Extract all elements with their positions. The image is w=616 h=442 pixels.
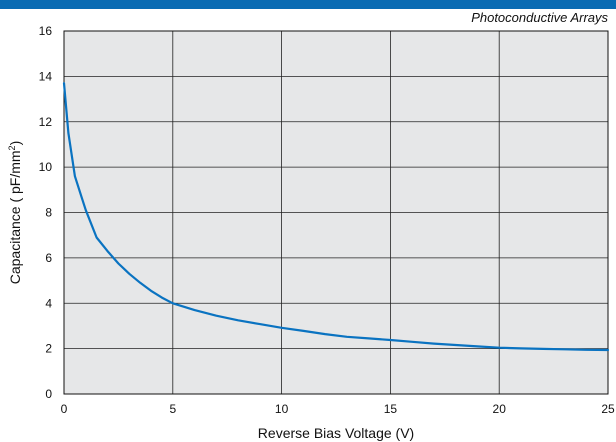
y-tick-label: 6 — [45, 251, 52, 265]
y-tick-label: 8 — [45, 206, 52, 220]
x-tick-label: 5 — [169, 402, 176, 416]
x-tick-label: 0 — [61, 402, 68, 416]
x-tick-label: 25 — [601, 402, 615, 416]
chart-subtitle: Photoconductive Arrays — [471, 10, 608, 25]
y-axis-label: Capacitance ( pF/mm2) — [7, 141, 23, 285]
y-axis-label-close: ) — [7, 141, 23, 146]
y-tick-label: 4 — [45, 296, 52, 310]
x-tick-label: 20 — [493, 402, 507, 416]
x-axis-label: Reverse Bias Voltage (V) — [258, 425, 414, 441]
y-tick-label: 16 — [39, 24, 53, 38]
plot-border — [63, 30, 609, 395]
x-tick-label: 15 — [384, 402, 398, 416]
x-tick-label: 10 — [275, 402, 289, 416]
y-tick-label: 12 — [39, 115, 53, 129]
series-line-capacitance — [62, 82, 610, 352]
y-axis-label-main: Capacitance ( pF/mm — [7, 150, 23, 284]
top-accent-bar — [0, 0, 616, 9]
y-tick-label: 2 — [45, 342, 52, 356]
y-tick-label: 0 — [45, 387, 52, 401]
tick-labels: 0 5 10 15 20 25 0 2 4 6 8 10 12 14 16 — [39, 24, 615, 416]
y-axis-label-superscript: 2 — [7, 145, 17, 150]
y-tick-label: 10 — [39, 160, 53, 174]
y-tick-label: 14 — [39, 69, 53, 83]
